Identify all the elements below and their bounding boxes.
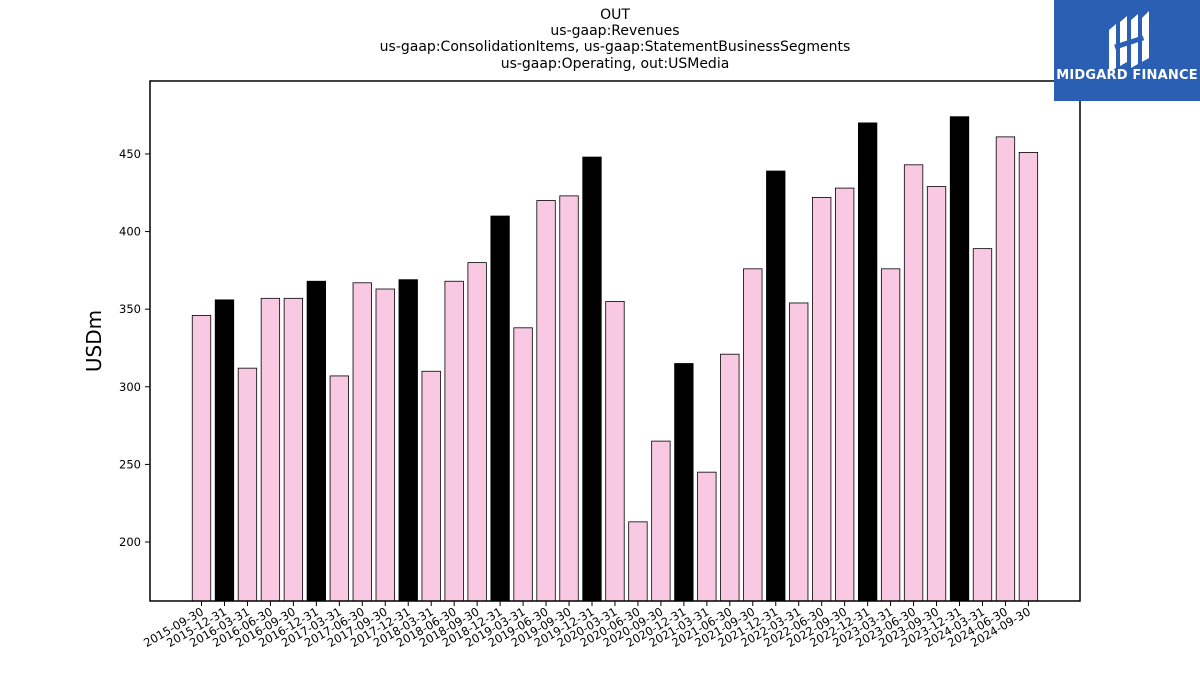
- bar-2024-09-30: [1018, 151, 1039, 602]
- y-tick-label: 250: [119, 457, 141, 471]
- bar-2017-12-31: [398, 279, 418, 602]
- bar-2015-12-31: [214, 299, 235, 602]
- bar-2023-03-31: [880, 268, 901, 602]
- bar-2020-12-31: [674, 363, 694, 602]
- brand-logo: MIDGARD FINANCE: [1054, 0, 1200, 101]
- y-tick-label: 450: [119, 147, 141, 161]
- brand-mark-icon: [1109, 11, 1149, 72]
- bar-2019-06-30: [536, 200, 556, 602]
- y-tick-label: 400: [119, 225, 141, 239]
- bar-2020-09-30: [651, 440, 671, 602]
- bar-2024-06-30: [995, 136, 1016, 602]
- bar-2023-12-31: [949, 116, 970, 602]
- bar-2020-03-31: [605, 301, 625, 602]
- bar-2019-12-31: [582, 156, 602, 602]
- y-tick-label: 350: [119, 302, 141, 316]
- chart-title-line: us-gaap:Operating, out:USMedia: [500, 56, 730, 72]
- y-tick-label: 200: [119, 535, 141, 549]
- chart-title-line: OUT: [600, 7, 630, 23]
- bar-2015-09-30: [191, 314, 212, 602]
- bar-2021-03-31: [697, 471, 717, 602]
- y-tick-label: 300: [119, 380, 141, 394]
- bar-2019-09-30: [559, 195, 579, 602]
- bar-2016-12-31: [306, 280, 327, 602]
- bar-2018-12-31: [490, 215, 510, 602]
- y-axis: 200 250 300 350 400 450: [119, 147, 150, 549]
- bar-2022-06-30: [812, 197, 832, 602]
- bar-2021-09-30: [743, 268, 763, 602]
- bar-2021-06-30: [720, 353, 740, 602]
- bar-2021-12-31: [766, 170, 786, 602]
- bar-2019-03-31: [513, 327, 533, 602]
- bar-2024-03-31: [972, 248, 993, 602]
- bar-2016-06-30: [260, 297, 281, 602]
- bar-2023-06-30: [903, 164, 924, 602]
- bar-2022-03-31: [789, 302, 809, 602]
- bar-2018-09-30: [467, 262, 487, 602]
- bar-2018-03-31: [421, 370, 441, 602]
- bar-2017-06-30: [352, 282, 372, 602]
- bar-2017-09-30: [375, 288, 395, 602]
- bar-2018-06-30: [444, 280, 464, 602]
- x-axis: 2015-09-302015-12-312016-03-312016-06-30…: [141, 601, 1033, 650]
- brand-name: MIDGARD FINANCE: [1056, 68, 1198, 83]
- bars-layer: [191, 116, 1039, 602]
- bar-2023-09-30: [926, 186, 947, 602]
- chart-title-line: us-gaap:Revenues: [550, 23, 680, 39]
- chart-title-line: us-gaap:ConsolidationItems, us-gaap:Stat…: [379, 39, 851, 55]
- bar-2016-09-30: [283, 297, 304, 602]
- bar-2017-03-31: [329, 375, 349, 602]
- bar-2016-03-31: [237, 367, 258, 602]
- y-axis-label: USDm: [82, 310, 106, 372]
- bar-2022-09-30: [835, 187, 855, 602]
- bar-2022-12-31: [857, 122, 878, 602]
- plot-frame: [149, 80, 1081, 602]
- bar-2020-06-30: [628, 521, 648, 602]
